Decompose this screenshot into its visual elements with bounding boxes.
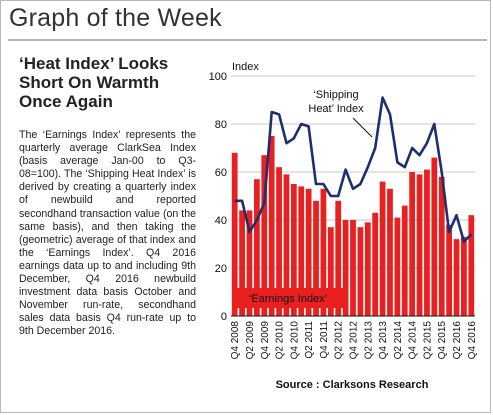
x-tick-label: Q4 2016 — [467, 321, 478, 360]
earnings-index-bar — [379, 181, 386, 316]
earnings-index-bars — [231, 136, 475, 316]
earnings-index-legend-label: ‘Earnings Index’ — [249, 293, 327, 305]
earnings-index-bar — [453, 239, 460, 316]
earnings-index-bar — [357, 227, 364, 316]
earnings-index-bar — [409, 172, 416, 316]
x-tick-label: Q4 2011 — [319, 321, 330, 359]
earnings-index-bar — [298, 186, 305, 316]
earnings-index-bar — [313, 200, 319, 316]
x-tick-label: Q2 2015 — [422, 321, 433, 360]
earnings-index-bar — [364, 222, 371, 316]
shipping-heat-label-line-2: Heat’ Index — [308, 103, 364, 115]
shipping-heat-label-leader — [352, 117, 373, 138]
earnings-index-legend-box — [233, 288, 343, 308]
article-headline: ‘Heat Index’ Looks Short On Warmth Once … — [19, 54, 169, 111]
x-tick-label: Q2 2009 — [245, 321, 256, 360]
x-tick-label: Q4 2010 — [289, 321, 300, 360]
earnings-index-bar — [253, 179, 260, 316]
earnings-index-bar — [283, 174, 290, 316]
y-tick-label: 100 — [209, 71, 227, 83]
x-tick-label: Q4 2012 — [349, 321, 360, 360]
earnings-index-bar — [461, 236, 467, 316]
y-tick-label: 60 — [215, 167, 227, 179]
earnings-index-bar — [239, 210, 245, 316]
x-tick-label: Q2 2011 — [304, 321, 315, 359]
earnings-index-bar — [350, 220, 356, 316]
earnings-index-bar — [424, 169, 430, 316]
earnings-index-bar — [335, 200, 342, 316]
earnings-index-bar — [416, 174, 423, 316]
source-note: Source : Clarksons Research — [275, 379, 429, 391]
earnings-index-bar — [372, 212, 379, 316]
y-tick-label: 80 — [215, 119, 227, 131]
earnings-index-bar — [401, 205, 408, 316]
x-tick-label: Q2 2016 — [452, 321, 463, 360]
earnings-index-bar — [431, 157, 438, 316]
x-tick-label: Q4 2013 — [378, 321, 389, 360]
earnings-index-bar — [446, 224, 453, 316]
x-tick-labels: Q4 2008 Q2 2009 Q4 2009 Q2 2010 Q4 2010 Q2 20… — [230, 321, 478, 360]
heat-index-chart: Index 0 20 40 60 80 100 Q4 2008 Q2 2009 Q4 2009… — [209, 61, 478, 360]
x-tick-label: Q2 2012 — [334, 321, 345, 360]
earnings-index-bar — [268, 136, 275, 316]
earnings-index-bar — [468, 215, 475, 316]
x-tick-label: Q4 2014 — [408, 321, 419, 360]
page-title: Graph of the Week — [9, 4, 222, 32]
article-body: The ‘Earnings Index’ represents the quar… — [19, 129, 196, 338]
earnings-index-bar — [231, 152, 238, 316]
shipping-heat-index-series — [234, 96, 473, 243]
x-tick-label: Q4 2009 — [260, 321, 271, 360]
earnings-index-bar — [327, 227, 334, 316]
shipping-heat-index-line — [234, 96, 473, 243]
earnings-index-bar — [320, 188, 327, 316]
x-tick-label: Q2 2014 — [393, 321, 404, 360]
title-divider — [8, 39, 487, 41]
earnings-index-bar — [261, 155, 268, 316]
earnings-index-bar — [305, 188, 312, 316]
x-tick-label: Q2 2010 — [275, 321, 286, 360]
y-tick-labels: 0 20 40 60 80 100 — [209, 71, 227, 323]
x-tick-label: Q4 2008 — [230, 321, 241, 360]
earnings-index-bar — [394, 217, 401, 316]
earnings-index-bar — [342, 220, 349, 316]
y-tick-label: 20 — [215, 263, 227, 275]
y-tick-label: 0 — [221, 311, 227, 323]
earnings-index-bar — [276, 167, 282, 316]
y-axis-label: Index — [232, 61, 259, 73]
earnings-index-bar — [387, 188, 393, 316]
x-tick-label: Q4 2015 — [437, 321, 448, 360]
x-tick-label: Q2 2013 — [363, 321, 374, 360]
earnings-index-bar — [438, 176, 445, 316]
earnings-index-bar — [246, 210, 253, 316]
shipping-heat-label-line-1: ‘Shipping — [313, 89, 358, 101]
earnings-index-bar — [290, 184, 297, 316]
y-tick-label: 40 — [215, 215, 227, 227]
